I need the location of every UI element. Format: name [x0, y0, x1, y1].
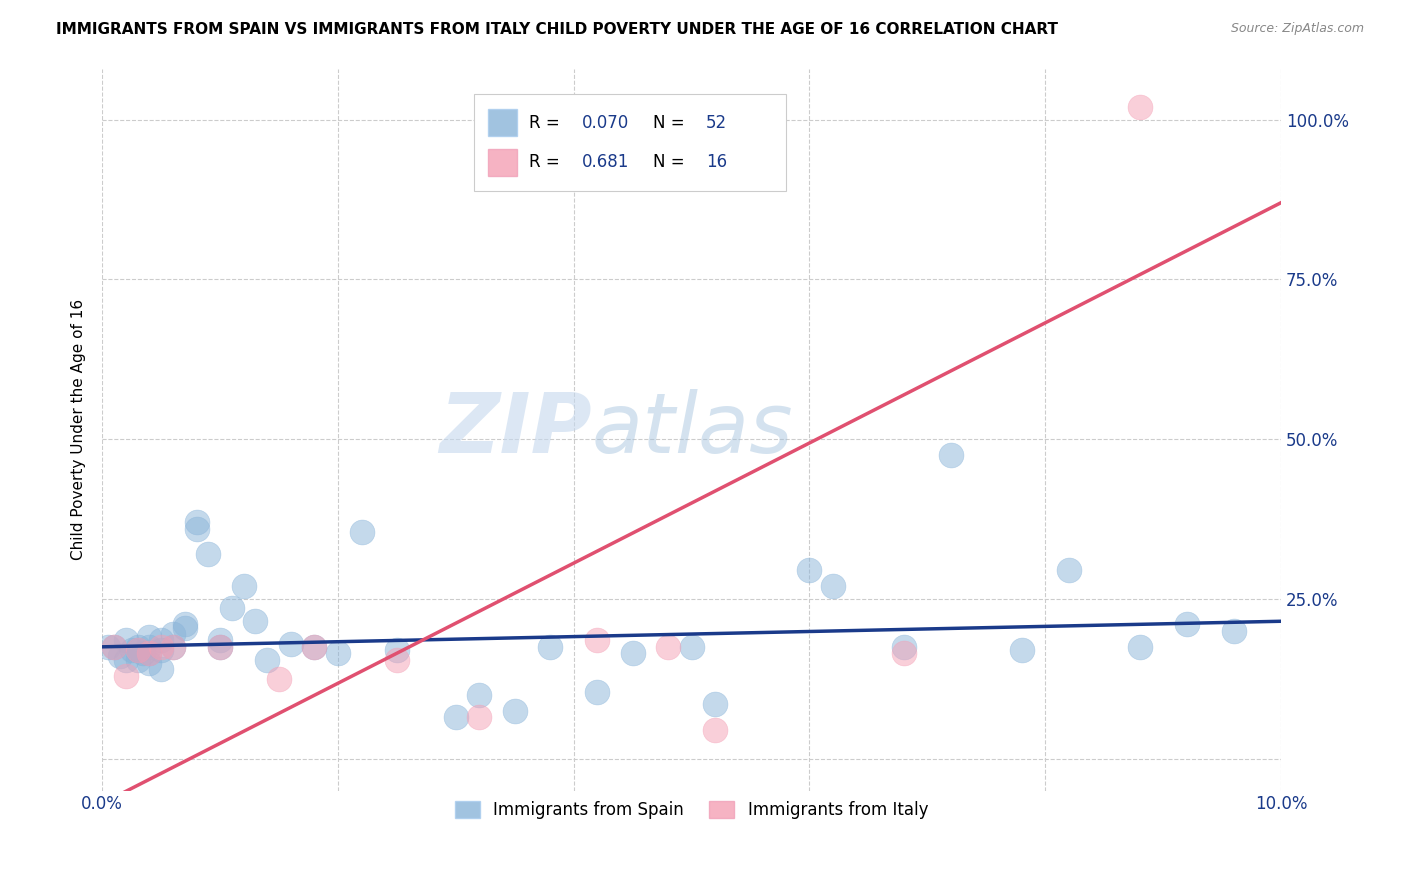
Point [150, 633, 173, 648]
Point [1057, 563, 1080, 577]
Point [586, 633, 609, 648]
Point [385, 643, 408, 657]
Point [114, 633, 136, 648]
Point [138, 630, 160, 644]
Point [209, 633, 232, 648]
Point [245, 614, 267, 628]
Point [150, 662, 173, 676]
Point [173, 617, 195, 632]
Point [385, 652, 408, 666]
Point [127, 643, 149, 657]
Point [681, 640, 703, 654]
Point [468, 688, 491, 702]
Text: 0.070: 0.070 [582, 113, 630, 132]
Point [103, 640, 125, 654]
Text: R =: R = [529, 153, 565, 171]
Point [304, 640, 326, 654]
Point [280, 637, 302, 651]
FancyBboxPatch shape [474, 94, 786, 191]
Point [538, 640, 561, 654]
FancyBboxPatch shape [488, 149, 517, 176]
Text: atlas: atlas [592, 389, 793, 470]
Point [150, 643, 173, 657]
Point [173, 621, 195, 635]
Point [1011, 643, 1033, 657]
Point [326, 646, 349, 660]
Point [468, 710, 491, 724]
Point [197, 547, 219, 561]
Point [350, 524, 373, 539]
Point [132, 646, 155, 660]
Point [138, 640, 160, 654]
Point [267, 672, 290, 686]
Point [1223, 624, 1246, 638]
Text: ZIP: ZIP [439, 389, 592, 470]
Point [256, 652, 278, 666]
Point [821, 579, 844, 593]
Point [893, 640, 915, 654]
Point [138, 646, 160, 660]
Point [586, 684, 609, 698]
Point [304, 640, 326, 654]
Point [621, 646, 644, 660]
Text: N =: N = [652, 153, 689, 171]
Point [939, 448, 962, 462]
Point [127, 652, 149, 666]
Text: IMMIGRANTS FROM SPAIN VS IMMIGRANTS FROM ITALY CHILD POVERTY UNDER THE AGE OF 16: IMMIGRANTS FROM SPAIN VS IMMIGRANTS FROM… [56, 22, 1059, 37]
Point [704, 723, 727, 737]
Point [657, 640, 679, 654]
Point [97, 640, 120, 654]
Point [186, 515, 208, 529]
Text: 0.681: 0.681 [582, 153, 630, 171]
Point [103, 640, 125, 654]
Point [138, 646, 160, 660]
Text: R =: R = [529, 113, 565, 132]
Text: 52: 52 [706, 113, 727, 132]
Text: Source: ZipAtlas.com: Source: ZipAtlas.com [1230, 22, 1364, 36]
Point [209, 640, 232, 654]
Legend: Immigrants from Spain, Immigrants from Italy: Immigrants from Spain, Immigrants from I… [449, 794, 935, 826]
Point [121, 643, 143, 657]
Point [114, 668, 136, 682]
Point [114, 652, 136, 666]
Text: 16: 16 [706, 153, 727, 171]
Point [893, 646, 915, 660]
Point [209, 640, 232, 654]
Point [1175, 617, 1198, 632]
FancyBboxPatch shape [488, 109, 517, 136]
Point [162, 627, 184, 641]
Point [138, 656, 160, 670]
Point [127, 643, 149, 657]
Point [232, 579, 254, 593]
Point [1128, 640, 1150, 654]
Point [186, 522, 208, 536]
Point [444, 710, 467, 724]
Point [503, 704, 526, 718]
Point [162, 640, 184, 654]
Point [799, 563, 821, 577]
Point [127, 640, 149, 654]
Point [704, 698, 727, 712]
Point [108, 649, 131, 664]
Point [150, 640, 173, 654]
Text: N =: N = [652, 113, 689, 132]
Point [1128, 100, 1150, 114]
Point [221, 601, 243, 615]
Y-axis label: Child Poverty Under the Age of 16: Child Poverty Under the Age of 16 [72, 299, 86, 560]
Point [162, 640, 184, 654]
